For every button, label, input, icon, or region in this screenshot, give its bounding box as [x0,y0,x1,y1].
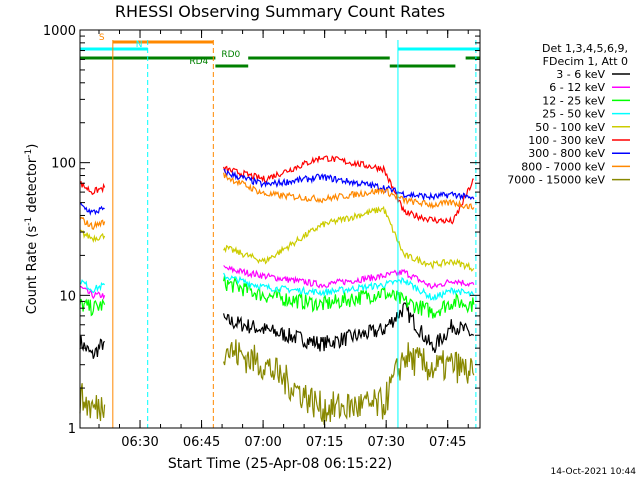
series-line-50-100-keV [223,205,475,272]
series-line-100-300-keV [223,155,474,225]
series-line-25-50-keV [79,279,106,294]
legend-header: Det 1,3,4,5,6,9, [542,42,628,55]
legend-header: FDecim 1, Att 0 [543,55,628,68]
series-line-3-6-keV [223,302,475,353]
x-axis-label: Start Time (25-Apr-08 06:15:22) [168,456,392,472]
timestamp: 14-Oct-2021 10:44 [551,467,637,477]
state-bar-label: RD4 [189,57,208,67]
y-axis-label: Count Rate (s-1 detector-1) [24,144,40,315]
legend-entry-label: 100 - 300 keV [528,134,605,147]
series-line-800-7000-keV [223,172,475,210]
legend-entry-label: 800 - 7000 keV [521,160,605,173]
series-line-12-25-keV [223,275,475,319]
series-line-25-50-keV [223,272,475,302]
state-bar-label: RD0 [221,50,240,60]
legend-entry-label: 6 - 12 keV [549,81,605,94]
legend-entry-label: 50 - 100 keV [535,121,605,134]
state-bar-label: N [136,40,143,50]
legend-entry-label: 25 - 50 keV [542,108,605,121]
y-tick-label: 10 [59,289,76,304]
state-bars: S N RD0 RD4 [80,33,480,68]
legend: Det 1,3,4,5,6,9,FDecim 1, Att 03 - 6 keV… [507,42,630,187]
series-line-7000-15000-keV [223,339,475,425]
series-line-100-300-keV [79,180,106,196]
y-tick-label: 1 [68,422,76,437]
series-line-12-25-keV [79,298,106,317]
vertical-markers [112,40,477,428]
x-tick-label: 07:45 [429,435,466,450]
x-tick-label: 07:30 [367,435,404,450]
series-line-800-7000-keV [79,216,106,231]
x-tick-label: 06:30 [121,435,158,450]
series-line-50-100-keV [80,229,106,243]
legend-entry-label: 12 - 25 keV [542,94,605,107]
legend-entry-label: 3 - 6 keV [556,68,605,81]
y-tick-label: 1000 [43,24,76,39]
series-line-3-6-keV [79,335,106,359]
y-tick-label: 100 [51,157,76,172]
series-line-300-800-keV [223,168,475,202]
x-tick-label: 07:00 [244,435,281,450]
series-line-300-800-keV [79,202,105,216]
x-axis: 06:30 06:45 07:00 07:15 07:30 07:45 [98,30,469,450]
series-line-6-12-keV [223,265,475,290]
state-bar-label: S [99,33,105,43]
legend-entry-label: 300 - 800 keV [528,147,605,160]
plot-area [79,155,475,425]
series-line-6-12-keV [79,285,106,301]
y-axis: 1 10 100 1000 [43,24,480,437]
x-tick-label: 07:15 [306,435,343,450]
plot-frame [79,29,481,429]
legend-entry-label: 7000 - 15000 keV [507,174,605,187]
series-line-7000-15000-keV [79,383,106,422]
chart-title: RHESSI Observing Summary Count Rates [115,2,445,21]
x-tick-label: 06:45 [183,435,220,450]
